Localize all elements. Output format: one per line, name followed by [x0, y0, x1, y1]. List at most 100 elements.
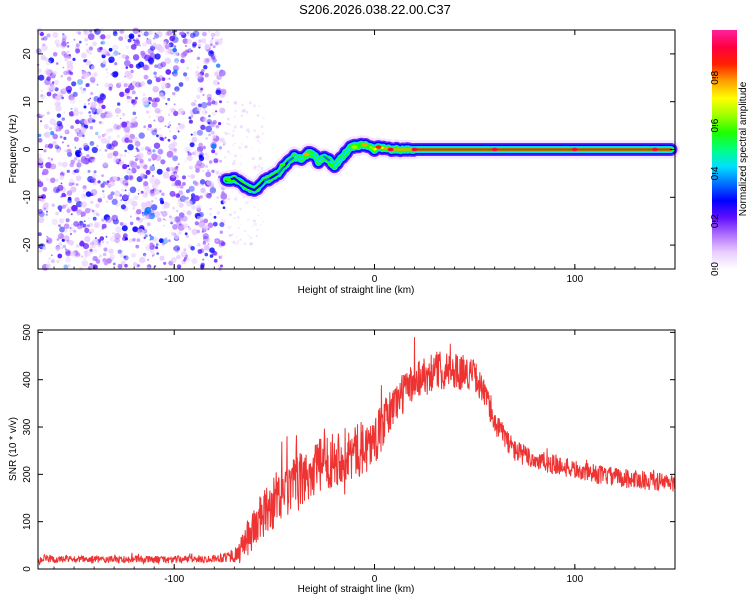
spectrogram-noise-speckle: [153, 142, 161, 149]
spectrogram-noise-speckle: [198, 39, 202, 43]
spectrogram-noise-speckle: [57, 253, 63, 259]
spectrogram-noise-speckle: [85, 43, 89, 46]
spectrogram-noise-speckle: [131, 99, 135, 104]
snr-x-tick-label: 0: [372, 574, 378, 585]
spectrogram-noise-speckle: [89, 208, 92, 211]
spectrogram-noise-speckle: [60, 195, 63, 198]
spectrogram-noise-speckle: [114, 237, 120, 244]
spectrogram-noise-speckle: [109, 181, 116, 187]
spectrogram-noise-speckle: [255, 235, 258, 238]
spectrogram-noise-speckle: [193, 103, 196, 106]
spectrogram-noise-speckle: [160, 61, 167, 68]
spectrogram-noise-speckle: [83, 137, 86, 140]
spectrogram-noise-speckle: [74, 146, 77, 149]
spectrogram-noise-speckle: [256, 135, 260, 139]
spectrogram-noise-speckle: [231, 134, 235, 138]
spectrogram-noise-speckle: [108, 56, 115, 63]
spectrogram-noise-speckle: [147, 124, 152, 128]
spectrogram-noise-speckle: [174, 172, 177, 175]
spectrogram-noise-speckle: [68, 182, 73, 187]
spectrogram-noise-speckle: [186, 210, 192, 216]
spectrogram-noise-speckle: [55, 246, 61, 252]
spectrogram-noise-speckle: [233, 100, 238, 105]
spectrogram-x-ticks: -100 0 100: [53, 30, 676, 285]
spectrogram-noise-speckle: [185, 76, 190, 81]
spectrogram-noise-speckle: [233, 217, 236, 220]
spectrogram-noise-speckle: [91, 158, 96, 163]
spectrogram-noise-speckle: [111, 71, 119, 78]
spectrogram-noise-speckle: [45, 59, 52, 66]
spectrogram-noise-speckle: [196, 229, 201, 234]
spectrogram-noise-speckle: [204, 73, 209, 78]
spectrogram-noise-speckle: [62, 33, 65, 36]
spectrogram-noise-speckle: [46, 111, 50, 115]
spectrogram-noise-speckle: [113, 157, 119, 163]
spectrogram-noise-speckle: [200, 101, 208, 109]
spectrogram-noise-speckle: [182, 38, 189, 44]
spectrogram-noise-speckle: [259, 223, 262, 226]
spectrogram-noise-speckle: [46, 76, 51, 81]
spectrogram-noise-speckle: [178, 82, 184, 87]
spectrogram-noise-speckle: [198, 72, 201, 76]
spectrogram-noise-speckle: [219, 100, 222, 104]
spectrogram-noise-speckle: [164, 57, 172, 65]
spectrogram-noise-speckle: [207, 170, 210, 173]
spectrogram-noise-speckle: [101, 104, 106, 110]
spectrogram-noise-speckle: [80, 201, 88, 208]
spectrogram-noise-speckle: [65, 250, 72, 257]
spectrogram-noise-speckle: [138, 132, 145, 139]
spectrogram-noise-speckle: [37, 209, 43, 214]
spectrogram-hotspot: [411, 147, 418, 152]
spectrogram-noise-speckle: [45, 162, 52, 169]
spectrogram-noise-speckle: [82, 193, 87, 198]
spectrogram-noise-speckle: [215, 110, 218, 113]
spectrogram-noise-speckle: [108, 47, 113, 52]
spectrogram-noise-speckle: [249, 236, 253, 240]
spectrogram-noise-speckle: [207, 121, 211, 125]
spectrogram-noise-speckle: [210, 124, 215, 129]
spectrogram-noise-speckle: [168, 44, 171, 47]
spectrogram-noise-speckle: [125, 66, 129, 69]
spectrogram-noise-speckle: [89, 76, 96, 83]
spectrogram-noise-speckle: [91, 146, 98, 154]
spectrogram-noise-speckle: [179, 184, 184, 189]
spectrogram-noise-speckle: [89, 141, 95, 146]
spectrogram-noise-speckle: [251, 157, 255, 161]
spectrogram-noise-speckle: [92, 239, 99, 246]
spectrogram-noise-speckle: [260, 166, 264, 170]
spectrogram-noise-speckle: [67, 89, 72, 94]
spectrogram-noise-speckle: [170, 231, 175, 236]
spectrogram-y-ticks: -20 -10 0 10 20: [22, 48, 675, 252]
spectrogram-noise-speckle: [92, 216, 97, 221]
spectrogram-noise-speckle: [98, 242, 101, 246]
spectrogram-noise-speckle: [100, 41, 103, 45]
spectrogram-noise-speckle: [199, 218, 204, 223]
spectrogram-noise-speckle: [198, 125, 201, 127]
spectrogram-noise-speckle: [139, 30, 143, 33]
spectrogram-noise-speckle: [165, 102, 168, 105]
spectrogram-noise-speckle: [149, 165, 156, 172]
spectrogram-noise-speckle: [240, 169, 242, 171]
spectrogram-noise-speckle: [37, 181, 44, 188]
spectrogram-noise-speckle: [254, 165, 257, 169]
spectrogram-noise-speckle: [66, 148, 72, 154]
spectrogram-noise-speckle: [158, 46, 165, 53]
spectrogram-noise-speckle: [173, 45, 177, 48]
spectrogram-noise-speckle: [185, 234, 190, 239]
spectrogram-noise-speckle: [136, 209, 142, 215]
spectrogram-noise-speckle: [78, 99, 81, 102]
spectrogram-noise-speckle: [209, 39, 214, 44]
spectrogram-noise-speckle: [179, 31, 183, 36]
spectrogram-noise-speckle: [121, 54, 126, 59]
spectrogram-noise-speckle: [122, 112, 126, 117]
spectrogram-noise-speckle: [166, 78, 169, 81]
snr-x-label: Height of straight line (km): [298, 584, 415, 595]
spectrogram-noise-speckle: [183, 258, 186, 262]
spectrogram-noise-speckle: [45, 237, 53, 244]
spectrogram-noise-speckle: [237, 240, 240, 242]
spectrogram-noise-speckle: [47, 86, 53, 92]
spectrogram-noise-speckle: [42, 43, 46, 47]
spectrogram-noise-speckle: [227, 197, 231, 201]
spectrogram-noise-speckle: [59, 135, 63, 139]
